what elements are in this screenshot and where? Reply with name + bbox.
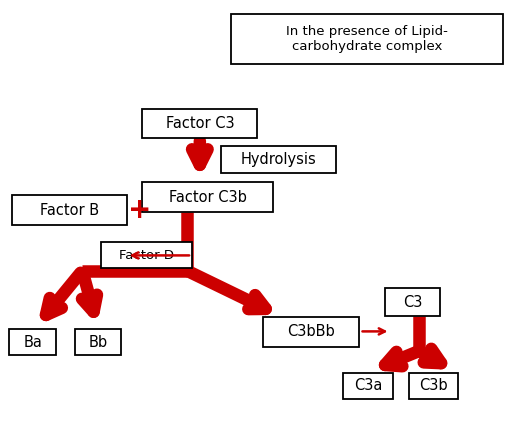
FancyBboxPatch shape (385, 288, 440, 316)
Text: +: + (128, 196, 152, 224)
Text: Factor B: Factor B (40, 203, 99, 218)
FancyBboxPatch shape (9, 329, 56, 355)
Text: Ba: Ba (23, 335, 42, 350)
FancyBboxPatch shape (343, 373, 393, 399)
FancyBboxPatch shape (101, 243, 192, 268)
FancyBboxPatch shape (262, 317, 359, 347)
FancyBboxPatch shape (75, 329, 121, 355)
FancyBboxPatch shape (220, 146, 335, 173)
Text: Factor C3b: Factor C3b (169, 190, 247, 205)
Text: Hydrolysis: Hydrolysis (240, 152, 316, 167)
FancyBboxPatch shape (142, 183, 273, 212)
Text: Bb: Bb (88, 335, 108, 350)
Text: Factor C3: Factor C3 (165, 116, 234, 131)
Text: C3bBb: C3bBb (287, 324, 334, 340)
FancyBboxPatch shape (142, 109, 257, 138)
Text: C3b: C3b (419, 378, 448, 393)
Text: C3: C3 (403, 295, 422, 309)
FancyBboxPatch shape (409, 373, 458, 399)
Text: In the presence of Lipid-
carbohydrate complex: In the presence of Lipid- carbohydrate c… (286, 25, 448, 53)
Text: Factor D: Factor D (119, 249, 174, 262)
FancyBboxPatch shape (12, 195, 127, 225)
FancyBboxPatch shape (231, 14, 503, 64)
Text: C3a: C3a (354, 378, 382, 393)
